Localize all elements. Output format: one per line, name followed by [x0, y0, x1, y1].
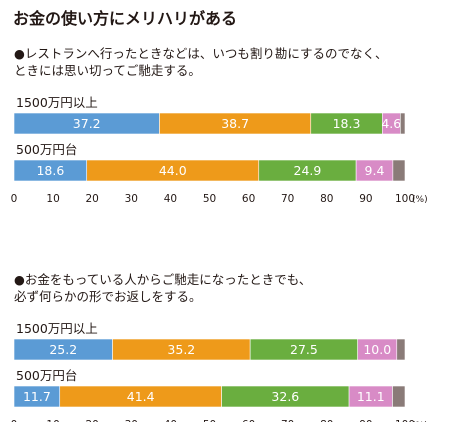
data-label: 25.2 — [49, 342, 77, 357]
data-label: 35.2 — [167, 342, 195, 357]
x-tick-label: 90 — [359, 193, 372, 205]
data-label: 18.6 — [36, 163, 64, 178]
bar-segment — [400, 112, 406, 135]
chart-panel-2: ●お金をもっている人からご馳走になったときでも、必ず何らかの形でお返しをする。 1… — [11, 272, 428, 422]
x-tick-label: 30 — [125, 419, 138, 422]
bar-segment — [392, 385, 406, 408]
x-tick-label: 60 — [242, 419, 255, 422]
x-tick-label: 40 — [164, 419, 177, 422]
data-label: 32.6 — [271, 389, 299, 404]
x-tick-label: 40 — [164, 193, 177, 205]
x-tick-label: 80 — [320, 193, 333, 205]
x-tick-label: 90 — [359, 419, 372, 422]
x-tick-label: 30 — [125, 193, 138, 205]
x-tick-label: 0 — [11, 419, 18, 422]
x-tick-label: 100 — [395, 193, 415, 205]
bar-segment — [396, 338, 406, 361]
x-tick-label: 20 — [86, 193, 99, 205]
x-tick-label: 20 — [86, 419, 99, 422]
data-label: 10.0 — [363, 342, 391, 357]
question-text: ●レストランへ行ったときなどは、いつも割り勘にするのでなく、 — [14, 46, 388, 61]
data-label: 27.5 — [290, 342, 318, 357]
row-label: 1500万円以上 — [16, 321, 98, 336]
question-text: 必ず何らかの形でお返しをする。 — [14, 289, 202, 304]
x-tick-label: 70 — [281, 193, 294, 205]
x-tick-label: 50 — [203, 419, 216, 422]
data-label: 41.4 — [127, 389, 155, 404]
x-tick-label: 70 — [281, 419, 294, 422]
chart-panels: ●レストランへ行ったときなどは、いつも割り勘にするのでなく、ときには思い切ってご… — [11, 46, 428, 422]
question-text: ●お金をもっている人からご馳走になったときでも、 — [14, 272, 311, 287]
question-text: ときには思い切ってご馳走する。 — [14, 63, 201, 78]
data-label: 38.7 — [221, 116, 249, 131]
data-label: 44.0 — [159, 163, 187, 178]
data-label: 37.2 — [73, 116, 101, 131]
x-tick-label: 0 — [11, 193, 18, 205]
data-label: 11.7 — [23, 389, 51, 404]
axis-unit: (%) — [412, 195, 428, 205]
x-tick-label: 10 — [46, 419, 59, 422]
x-tick-label: 60 — [242, 193, 255, 205]
row-label: 1500万円以上 — [16, 95, 98, 110]
x-tick-label: 80 — [320, 419, 333, 422]
data-label: 4.6 — [381, 116, 401, 131]
data-label: 9.4 — [365, 163, 385, 178]
row-label: 500万円台 — [16, 142, 77, 157]
row-label: 500万円台 — [16, 368, 77, 383]
chart-title: お金の使い方にメリハリがある — [13, 9, 237, 28]
chart-panel-1: ●レストランへ行ったときなどは、いつも割り勘にするのでなく、ときには思い切ってご… — [11, 46, 428, 205]
x-tick-label: 50 — [203, 193, 216, 205]
x-tick-label: 100 — [395, 419, 415, 422]
data-label: 18.3 — [333, 116, 361, 131]
data-label: 24.9 — [294, 163, 322, 178]
bar-segment — [392, 159, 406, 182]
data-label: 11.1 — [357, 389, 385, 404]
x-tick-label: 10 — [46, 193, 59, 205]
